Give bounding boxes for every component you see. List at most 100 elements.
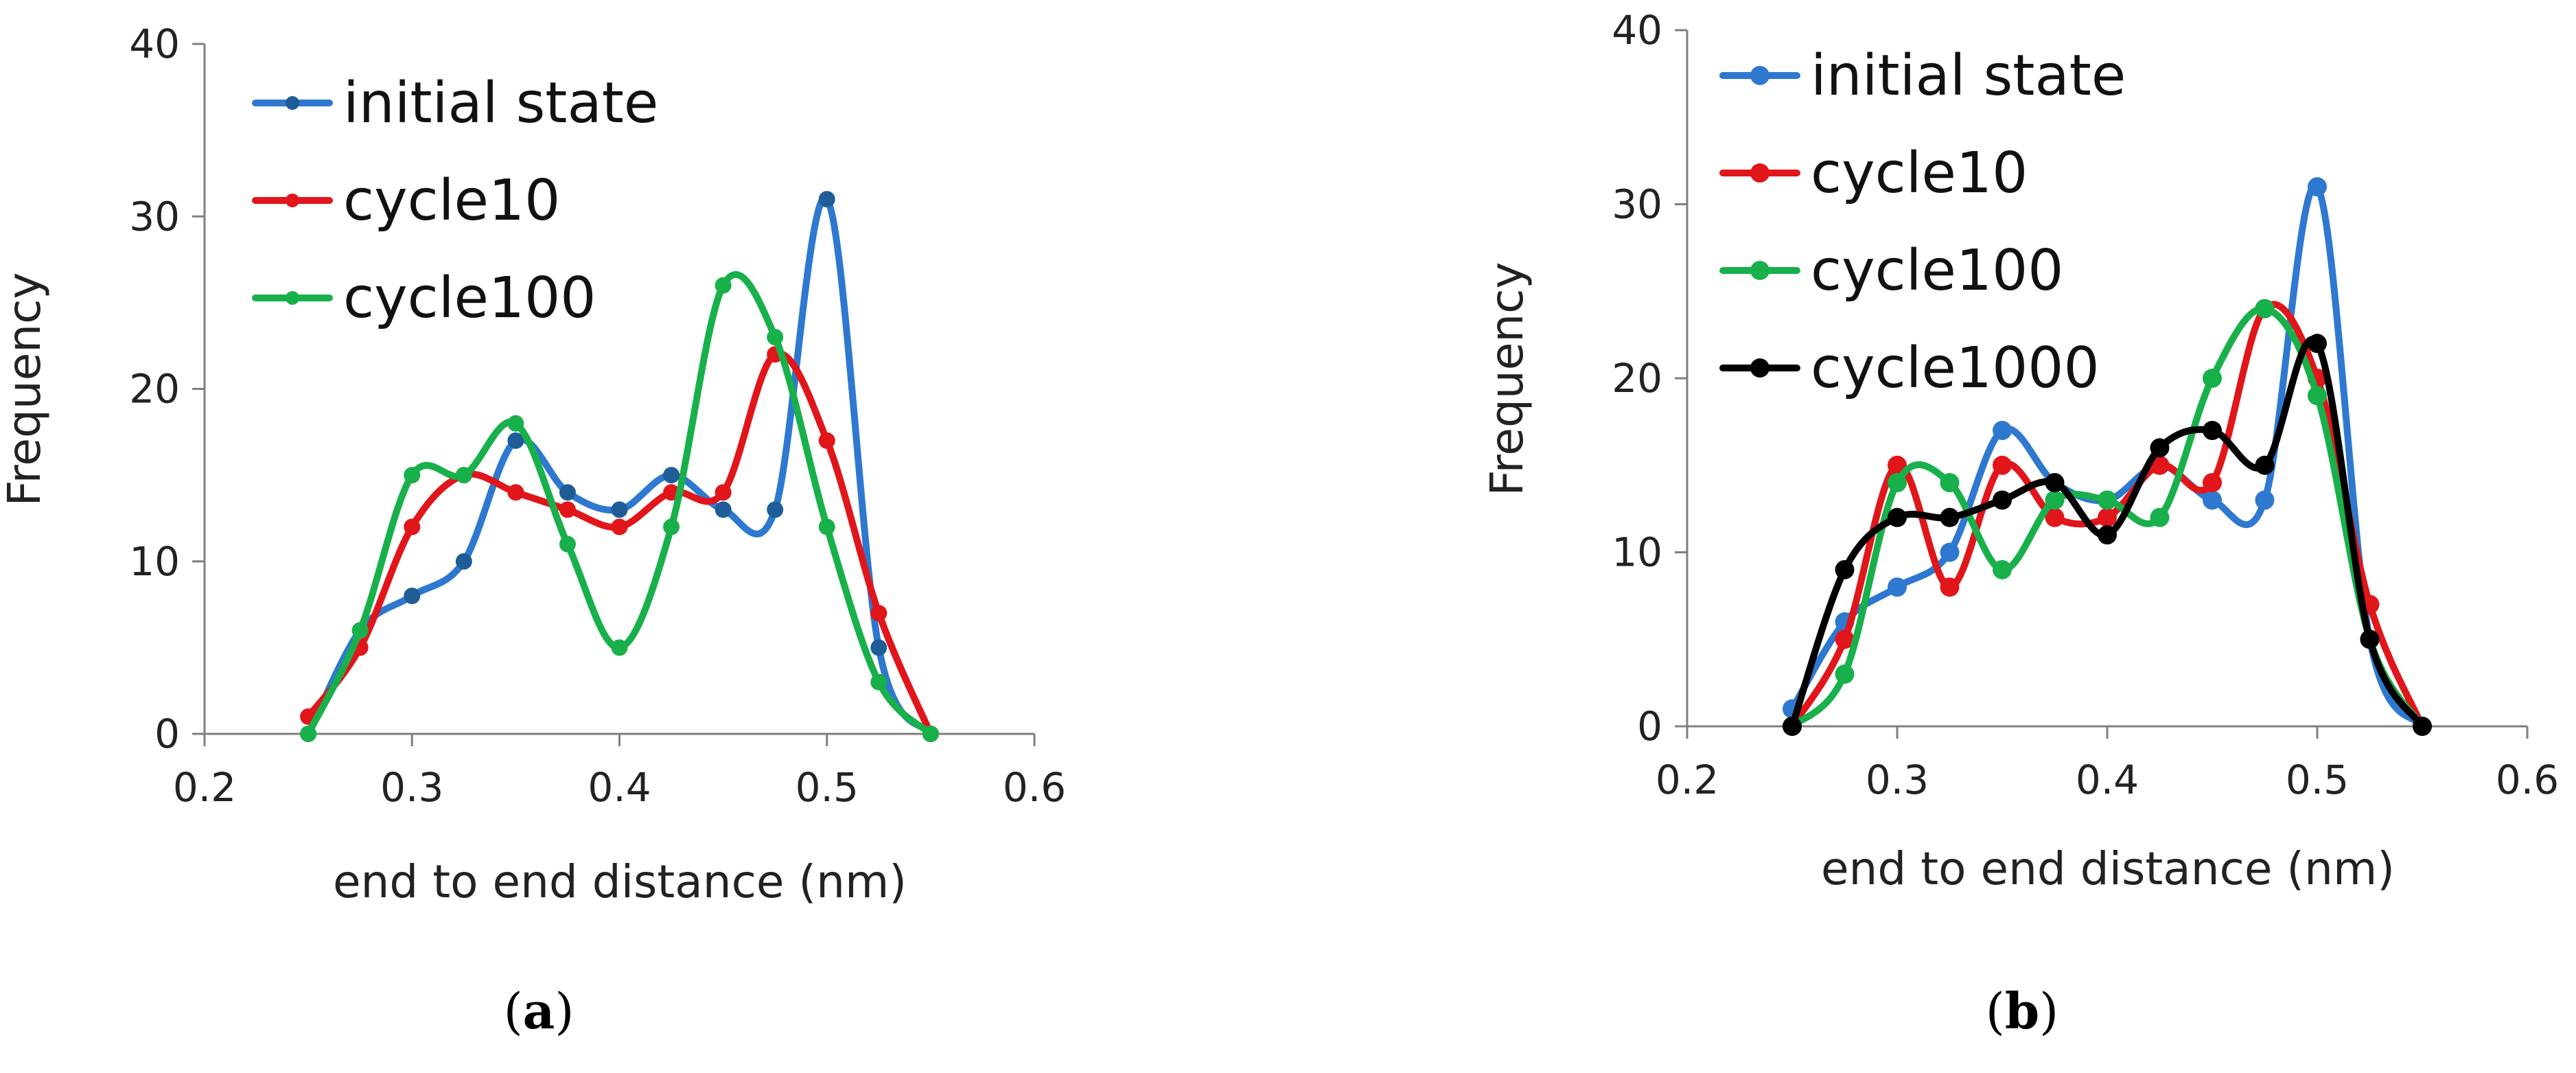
panel-a-y-tick-label: 20	[129, 366, 180, 413]
panel-a-point-initial-state	[767, 501, 784, 518]
panel-b-point-cycle1000	[1835, 559, 1855, 579]
panel-a-series-line-cycle10	[305, 350, 934, 737]
panel-a-point-cycle10	[818, 432, 835, 449]
panel-a-point-cycle10	[870, 605, 887, 622]
panel-a-point-cycle100	[559, 535, 576, 553]
panel-b-x-tick-label: 0.6	[2496, 757, 2559, 803]
panel-a-point-cycle100	[715, 277, 732, 294]
panel-b-legend-marker-cycle100	[1750, 261, 1769, 280]
panel-a-y-axis-title: Frequency	[0, 273, 51, 507]
panel-a-y-tick-label: 40	[129, 21, 180, 67]
panel-b-point-cycle1000	[1783, 717, 1802, 736]
panel-a-point-initial-state	[611, 501, 628, 518]
panel-b-x-tick-label: 0.2	[1656, 757, 1719, 803]
panel-b-point-cycle100	[1888, 473, 1907, 493]
panel-b-point-cycle1000	[2150, 438, 2170, 458]
panel-a-point-cycle10	[404, 518, 421, 535]
panel-b-point-cycle10	[2203, 473, 2222, 493]
panel-b-point-cycle1000	[2098, 525, 2117, 545]
panel-b-y-tick-label: 30	[1612, 181, 1662, 228]
panel-a-label: (a)	[504, 982, 575, 1040]
panel-b-point-initial-state	[2308, 177, 2327, 197]
panel-a-x-axis-title: end to end distance (nm)	[333, 855, 907, 908]
panel-b-y-tick-label: 10	[1612, 529, 1662, 576]
panel-b-y-axis-title: Frequency	[1481, 262, 1533, 496]
panel-a-point-cycle100	[455, 467, 472, 484]
panel-b-point-cycle100	[2255, 299, 2275, 319]
panel-b-legend-label-cycle100: cycle100	[1811, 238, 2063, 303]
panel-a-x-tick-label: 0.5	[796, 764, 859, 811]
panel-b-legend-marker-cycle10	[1750, 163, 1769, 183]
panel-b-legend-label-cycle1000: cycle1000	[1811, 336, 2100, 401]
panel-b-point-cycle100	[1835, 664, 1855, 684]
panel-b-point-cycle1000	[2255, 455, 2275, 475]
panel-b-point-cycle1000	[2360, 630, 2380, 649]
panel-b-point-cycle1000	[2203, 421, 2222, 441]
panel-a-point-cycle100	[870, 673, 887, 691]
panel-a-point-cycle10	[715, 484, 732, 501]
panel-a-legend-marker-cycle10	[286, 194, 299, 207]
panel-b-point-cycle10	[2098, 507, 2117, 527]
panel-a-point-initial-state	[507, 432, 524, 449]
panel-b-y-tick-label: 0	[1637, 703, 1662, 750]
panel-b-point-cycle100	[2150, 507, 2170, 527]
panel-b-point-cycle1000	[1888, 507, 1907, 527]
panel-b-point-cycle10	[1940, 577, 1960, 597]
panel-a-point-initial-state	[455, 553, 472, 570]
panel-a-x-tick-label: 0.3	[380, 764, 443, 811]
panel-a-legend-marker-cycle100	[286, 291, 299, 305]
panel-b-x-tick-label: 0.4	[2076, 757, 2139, 803]
panel-a-point-cycle100	[404, 467, 421, 484]
panel-b-x-tick-label: 0.5	[2286, 757, 2349, 803]
panel-a-point-cycle100	[818, 518, 835, 535]
panel-a-legend-label-cycle100: cycle100	[343, 266, 596, 331]
chart-panel-b: 0 10 20 30 40 0.2 0.3 0.4 0.5 0.6 Frequency end to …	[1481, 7, 2559, 1040]
panel-a-point-cycle100	[507, 415, 524, 432]
panel-a-point-initial-state	[870, 639, 887, 656]
panel-b-point-cycle100	[2308, 386, 2327, 406]
panel-a-legend-marker-initial-state	[286, 96, 299, 110]
panel-a-point-cycle10	[507, 484, 524, 501]
panel-a-x-tick-label: 0.4	[588, 764, 651, 811]
panel-a-point-initial-state	[818, 191, 835, 208]
panel-b-y-tick-label: 20	[1612, 355, 1662, 402]
panel-b-point-cycle100	[2098, 490, 2117, 510]
panel-b-point-cycle10	[2045, 507, 2065, 527]
chart-panel-a: 0 10 20 30 40 0.2 0.3 0.4 0.5 0.6 Frequency end to …	[0, 21, 1066, 1040]
panel-b-point-cycle1000	[2045, 473, 2065, 493]
panel-b-legend-marker-initial-state	[1750, 66, 1769, 85]
panel-a-y-tick-label: 10	[129, 538, 180, 585]
panel-b-legend-marker-cycle1000	[1750, 358, 1769, 378]
panel-b-point-cycle10	[1993, 455, 2012, 475]
panel-b-point-cycle1000	[1940, 507, 1960, 527]
panel-a-point-cycle100	[300, 726, 317, 742]
panel-a-point-cycle10	[611, 518, 628, 535]
panel-a-legend-label-initial-state: initial state	[343, 71, 658, 136]
panel-b-point-cycle1000	[1993, 490, 2012, 510]
panel-b-point-initial-state	[1888, 577, 1907, 597]
panel-a-point-initial-state	[559, 484, 576, 501]
panel-b-x-tick-label: 0.3	[1866, 757, 1929, 803]
panel-b-point-cycle10	[2150, 455, 2170, 475]
panel-b-point-cycle100	[1940, 473, 1960, 493]
panel-a-y-tick-label: 0	[154, 711, 180, 757]
panel-b-x-axis-title: end to end distance (nm)	[1821, 842, 2395, 895]
panel-b-point-initial-state	[1940, 542, 1960, 562]
panel-b-legend-label-cycle10: cycle10	[1811, 141, 2028, 206]
panel-a-point-initial-state	[663, 467, 680, 484]
panel-b-point-cycle100	[1993, 559, 2012, 579]
panel-a-point-cycle100	[663, 518, 680, 535]
panel-b-point-cycle1000	[2413, 717, 2432, 736]
panel-b-point-cycle100	[2203, 369, 2222, 388]
panel-a-x-tick-label: 0.2	[173, 764, 236, 811]
panel-a-point-initial-state	[404, 588, 421, 604]
panel-a-x-tick-label: 0.6	[1003, 764, 1066, 811]
panel-a-point-cycle100	[611, 639, 628, 656]
panel-a-point-cycle100	[767, 329, 784, 346]
panel-b-point-cycle1000	[2308, 334, 2327, 354]
panel-b-label: (b)	[1986, 982, 2059, 1040]
panel-b-point-initial-state	[1993, 421, 2012, 441]
panel-b-point-initial-state	[2203, 490, 2222, 510]
panel-a-point-cycle100	[922, 726, 939, 742]
